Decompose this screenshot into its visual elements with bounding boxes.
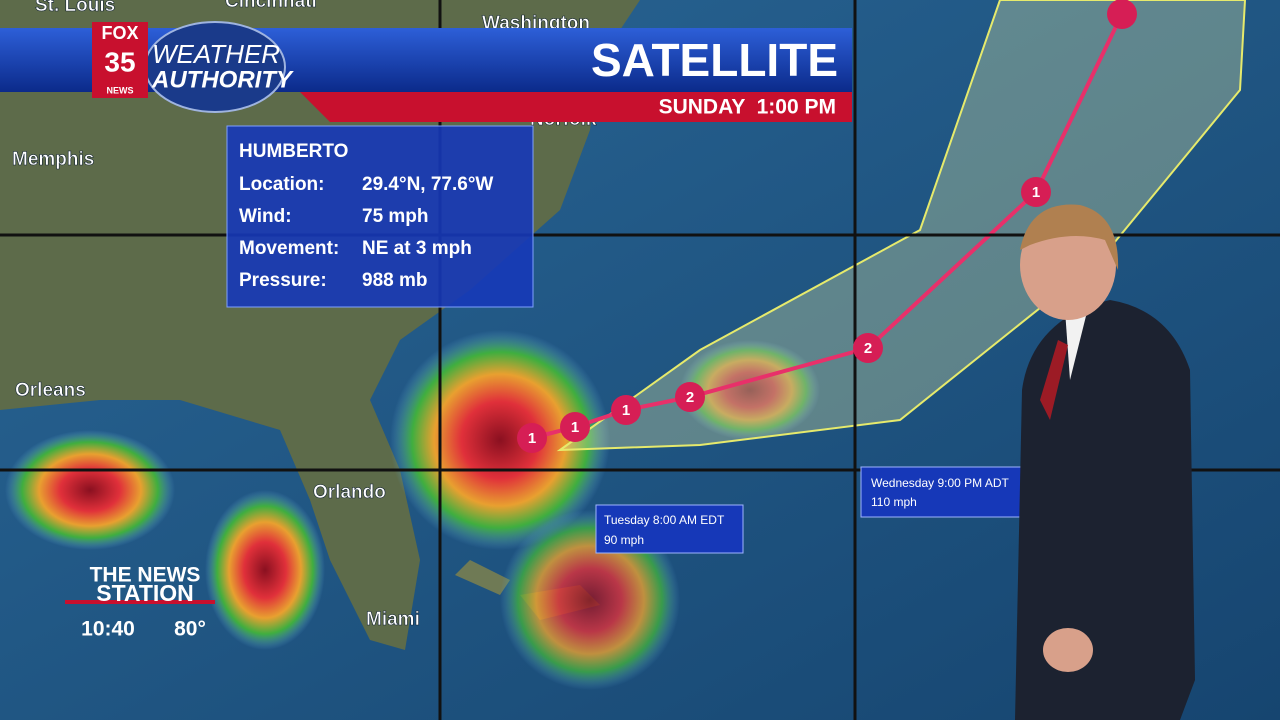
city-label: Orlando: [313, 482, 386, 503]
marker-label: 1: [1032, 184, 1040, 201]
storm-cloud: [205, 490, 325, 650]
storm-cloud: [5, 430, 175, 550]
header-bar: FOX 35 NEWS WEATHER AUTHORITY SATELLITE …: [0, 21, 852, 122]
marker-label: 2: [686, 389, 694, 406]
info-label: Pressure:: [239, 270, 327, 291]
storm-info: HUMBERTO Location: 29.4°N, 77.6°W Wind: 75…: [226, 125, 534, 308]
marker-label: 1: [528, 430, 536, 447]
track-marker: [1021, 177, 1051, 207]
presenter: [1015, 204, 1195, 720]
track-marker: [853, 333, 883, 363]
info-value: NE at 3 mph: [362, 238, 472, 259]
storm-cloud: [680, 340, 820, 440]
logo-news: NEWS: [107, 85, 134, 95]
info-box: [226, 125, 534, 308]
shirt: [1065, 300, 1090, 380]
info-value: 988 mb: [362, 270, 427, 291]
bug-rule: [65, 600, 215, 604]
track-marker: [611, 395, 641, 425]
city-label: Cincinnati: [225, 0, 317, 12]
bug-temp: 80°: [174, 618, 206, 641]
bug-line2: STATION: [96, 580, 194, 606]
storm-cloud: [390, 330, 610, 550]
info-label: Movement:: [239, 238, 339, 259]
forecast-wind: 110 mph: [871, 495, 917, 509]
hair: [1020, 204, 1119, 270]
suit: [1015, 300, 1195, 720]
info-label: Wind:: [239, 206, 292, 227]
marker-label: 1: [571, 419, 579, 436]
time-bar: [300, 92, 852, 122]
logo-box: [92, 22, 148, 98]
forecast-panel: [860, 466, 1026, 518]
station-bug: THE NEWS STATION 10:40 80°: [65, 564, 215, 641]
logo-line1: WEATHER: [152, 39, 280, 69]
track-marker: [1107, 0, 1137, 29]
marker-label: 2: [864, 340, 872, 357]
track-marker: [517, 423, 547, 453]
forecast-box: Wednesday 9:00 PM ADT 110 mph: [860, 466, 1026, 518]
forecast-time: Tuesday 8:00 AM EDT: [604, 513, 725, 527]
forecast-box: Tuesday 8:00 AM EDT 90 mph: [595, 504, 744, 554]
info-label: Location:: [239, 174, 325, 195]
track-markers: 1 1 1 2 2 1: [517, 0, 1137, 453]
hand: [1043, 628, 1093, 672]
storm-name: HUMBERTO: [239, 141, 348, 162]
time: SUNDAY 1:00 PM: [659, 96, 836, 119]
tie: [1040, 340, 1068, 420]
track-marker: [675, 382, 705, 412]
forecast-wind: 90 mph: [604, 533, 644, 547]
forecast-time: Wednesday 9:00 PM ADT: [871, 476, 1010, 490]
storm-cloud: [500, 510, 680, 690]
info-value: 29.4°N, 77.6°W: [362, 174, 493, 195]
logo-fox: FOX: [101, 23, 138, 43]
city-label: Orleans: [15, 380, 86, 401]
title: SATELLITE: [591, 34, 838, 86]
marker-label: 1: [622, 402, 630, 419]
forecast-panel: [595, 504, 744, 554]
logo-number: 35: [104, 46, 135, 77]
city-label: St. Louis: [35, 0, 115, 16]
track-marker: [560, 412, 590, 442]
info-value: 75 mph: [362, 206, 429, 227]
bug-line1: THE NEWS: [90, 564, 201, 587]
city-label: Miami: [366, 609, 420, 630]
logo-line2: AUTHORITY: [151, 66, 294, 93]
city-label: Memphis: [12, 149, 94, 170]
bug-clock: 10:40: [81, 618, 135, 641]
